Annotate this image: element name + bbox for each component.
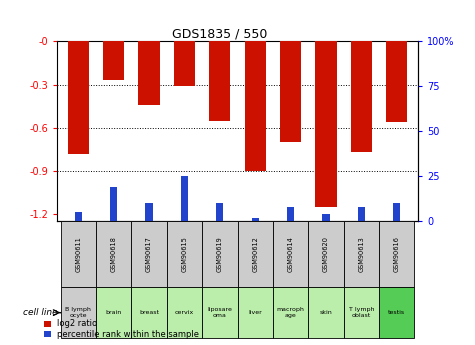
Bar (344, 287, 379, 338)
Bar (202, 221, 238, 287)
Bar (386, 41, 408, 122)
Text: GSM90612: GSM90612 (252, 236, 258, 272)
Text: GSM90616: GSM90616 (394, 236, 400, 272)
Bar (110, 187, 117, 221)
Text: GSM90613: GSM90613 (358, 236, 364, 272)
Bar (216, 203, 223, 221)
Text: GSM90617: GSM90617 (146, 236, 152, 272)
Bar (308, 287, 344, 338)
Text: B lymph
ocyte: B lymph ocyte (65, 307, 91, 318)
Bar (245, 41, 266, 171)
Bar (131, 221, 167, 287)
Bar (273, 287, 308, 338)
Bar (131, 287, 167, 338)
Bar (393, 203, 400, 221)
Text: liposare
oma: liposare oma (208, 307, 232, 318)
Bar (174, 41, 195, 86)
Bar (238, 221, 273, 287)
Bar (96, 287, 131, 338)
Text: testis: testis (388, 310, 405, 315)
Bar (379, 287, 415, 338)
Text: GSM90619: GSM90619 (217, 236, 223, 272)
Bar (280, 41, 301, 142)
Bar (323, 214, 330, 221)
Bar (308, 221, 344, 287)
Title: GDS1835 / 550: GDS1835 / 550 (172, 27, 267, 40)
Text: macroph
age: macroph age (276, 307, 304, 318)
Bar (96, 221, 131, 287)
Bar (103, 41, 124, 79)
Bar (344, 221, 379, 287)
Text: skin: skin (320, 310, 332, 315)
Bar (138, 41, 160, 106)
Bar (167, 221, 202, 287)
Bar (287, 207, 294, 221)
Text: GSM90611: GSM90611 (75, 236, 81, 272)
Bar (209, 41, 230, 121)
Bar (273, 221, 308, 287)
Text: GSM90614: GSM90614 (287, 236, 294, 272)
Bar (167, 287, 202, 338)
Bar (67, 41, 89, 154)
Bar (75, 212, 82, 221)
Bar (351, 41, 372, 152)
Text: brain: brain (105, 310, 122, 315)
Bar (358, 207, 365, 221)
Bar (252, 218, 259, 221)
Bar (379, 221, 415, 287)
Legend: log2 ratio, percentile rank within the sample: log2 ratio, percentile rank within the s… (42, 318, 201, 341)
Bar (60, 221, 96, 287)
Bar (145, 203, 152, 221)
Text: breast: breast (139, 310, 159, 315)
Text: liver: liver (248, 310, 262, 315)
Bar (315, 41, 337, 207)
Bar (181, 176, 188, 221)
Text: cervix: cervix (175, 310, 194, 315)
Bar (202, 287, 238, 338)
Text: GSM90620: GSM90620 (323, 236, 329, 272)
Text: GSM90615: GSM90615 (181, 236, 188, 272)
Text: T lymph
oblast: T lymph oblast (349, 307, 374, 318)
Bar (238, 287, 273, 338)
Bar (60, 287, 96, 338)
Text: GSM90618: GSM90618 (111, 236, 117, 272)
Text: cell line: cell line (23, 308, 57, 317)
